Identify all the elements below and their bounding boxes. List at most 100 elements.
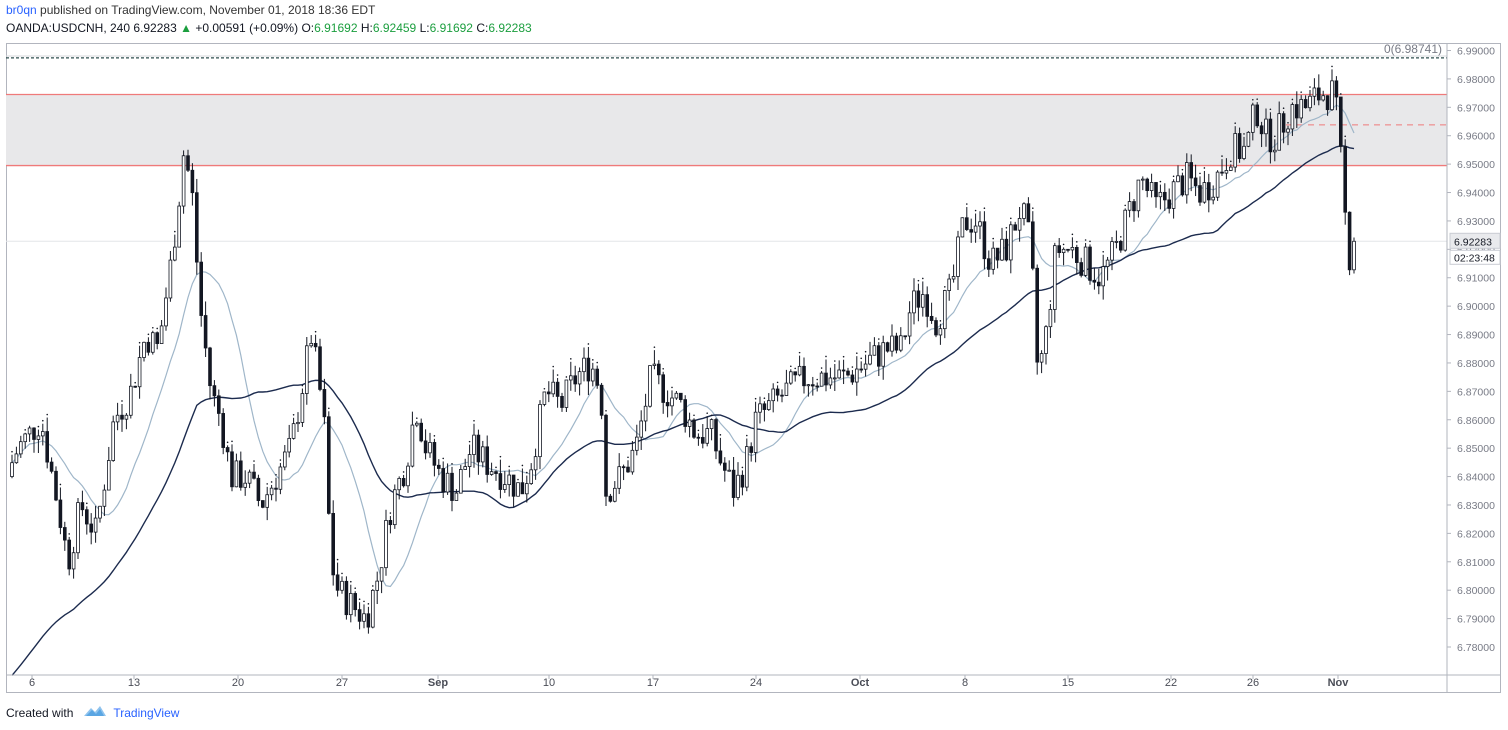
- candle-marker: [517, 478, 519, 481]
- candle: [80, 490, 85, 517]
- candle-marker: [1120, 236, 1122, 238]
- candle-marker: [1309, 86, 1311, 88]
- candle-marker: [1010, 217, 1012, 220]
- tradingview-link[interactable]: TradingView: [113, 705, 180, 720]
- candle-marker: [671, 386, 673, 389]
- candle: [1317, 74, 1321, 106]
- candle-marker: [746, 434, 748, 437]
- candle: [811, 376, 815, 396]
- candle: [1110, 236, 1114, 271]
- candle-marker: [790, 365, 792, 368]
- candle-marker: [358, 598, 361, 601]
- candle: [269, 481, 274, 501]
- candle: [1075, 241, 1079, 275]
- candle: [221, 408, 226, 455]
- candle: [441, 457, 445, 499]
- candle-marker: [350, 580, 352, 583]
- candle: [951, 264, 956, 283]
- time-tick-label: 13: [128, 677, 140, 689]
- candle: [274, 473, 278, 502]
- candle: [520, 464, 525, 495]
- candle-marker: [1005, 226, 1008, 229]
- symbol-info-bar: OANDA:USDCNH, 240 6.92283 ▲ +0.00591 (+0…: [6, 21, 532, 35]
- candle-marker: [416, 417, 418, 419]
- candle: [793, 367, 797, 382]
- candle: [120, 400, 124, 432]
- candle: [1066, 248, 1070, 253]
- candle: [1277, 101, 1282, 151]
- candle-marker: [992, 237, 994, 240]
- candle: [318, 338, 322, 392]
- candle-marker: [556, 374, 559, 376]
- candle: [208, 346, 212, 400]
- candle-marker: [147, 333, 150, 336]
- candle-marker: [834, 360, 836, 362]
- high-value: 6.92459: [372, 21, 417, 35]
- candle: [973, 209, 978, 243]
- price-chart[interactable]: 6.99000 6.98000 6.97000 6.96000 6.95000 6.940…: [6, 43, 1501, 693]
- candle: [1273, 135, 1277, 162]
- candle: [635, 424, 639, 456]
- candle: [863, 350, 868, 377]
- candle: [890, 324, 894, 357]
- candle: [498, 455, 503, 499]
- candle: [49, 457, 54, 474]
- candle: [494, 466, 498, 481]
- time-tick-label: Oct: [851, 677, 870, 689]
- candle: [194, 178, 199, 275]
- countdown-tag: [1449, 249, 1501, 265]
- candle-marker: [24, 429, 27, 431]
- candle: [287, 424, 291, 458]
- candle: [687, 412, 692, 438]
- candle: [89, 513, 94, 545]
- candle-marker: [59, 483, 62, 486]
- price-tick-label: 6.89000: [1457, 330, 1495, 342]
- candle-marker: [565, 376, 568, 378]
- candle: [93, 505, 98, 543]
- candle: [630, 441, 635, 475]
- candle: [511, 474, 516, 507]
- candle: [379, 567, 384, 594]
- candle-marker: [86, 502, 88, 505]
- candle: [670, 386, 674, 416]
- candle: [907, 301, 912, 345]
- candle: [419, 418, 423, 443]
- candle: [190, 163, 195, 206]
- candle: [1092, 268, 1097, 290]
- candle: [604, 409, 608, 506]
- candle: [916, 279, 921, 322]
- candle-marker: [442, 457, 445, 460]
- candle: [480, 440, 485, 468]
- last-price-tag-label: 6.92283: [1454, 236, 1492, 248]
- candle: [1334, 76, 1339, 111]
- candle: [815, 378, 819, 392]
- candle-marker: [798, 351, 801, 354]
- candle: [1242, 133, 1246, 161]
- candle: [168, 250, 173, 302]
- candle: [868, 341, 872, 366]
- candle-marker: [275, 473, 277, 476]
- candle: [723, 457, 727, 482]
- time-tick-label: Sep: [428, 677, 448, 689]
- candle-marker: [372, 585, 374, 587]
- candle: [582, 347, 586, 382]
- published-text: published on TradingView.com, November 0…: [40, 3, 376, 17]
- candle-marker: [46, 413, 48, 416]
- close-label: C:: [476, 21, 489, 35]
- candle: [995, 247, 1000, 269]
- candle-marker: [552, 365, 554, 368]
- tradingview-logo-icon[interactable]: [83, 704, 107, 721]
- up-arrow-icon: ▲: [180, 21, 192, 35]
- candle: [1039, 350, 1044, 374]
- candle: [1325, 95, 1330, 116]
- author-link[interactable]: br0qn: [6, 3, 37, 17]
- candle-marker: [842, 355, 845, 358]
- candle-marker: [974, 209, 977, 212]
- candle: [709, 414, 714, 441]
- candle: [1048, 300, 1053, 338]
- candle-marker: [341, 572, 343, 575]
- candle: [1026, 197, 1031, 223]
- candle: [102, 484, 107, 517]
- price-tick-label: 6.79000: [1457, 614, 1495, 626]
- candle: [784, 369, 789, 397]
